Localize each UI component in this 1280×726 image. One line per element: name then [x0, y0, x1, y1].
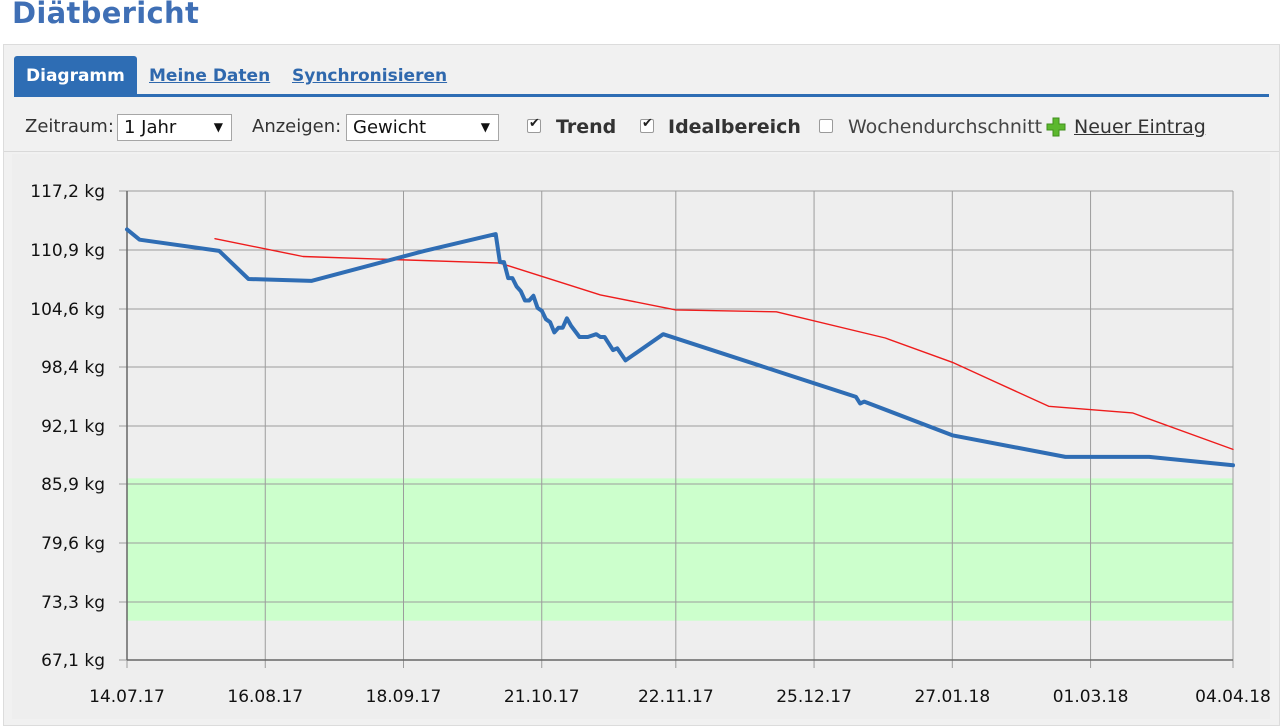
- wochendurchschnitt-checkbox[interactable]: [819, 119, 833, 133]
- trend-checkbox[interactable]: ✔: [527, 116, 541, 133]
- tab-synchronisieren[interactable]: Synchronisieren: [292, 66, 448, 86]
- new-entry-link[interactable]: Neuer Eintrag: [1074, 116, 1206, 138]
- wochendurchschnitt-label: Wochendurchschnitt: [848, 116, 1043, 138]
- y-tick-label: 67,1 kg: [41, 651, 105, 671]
- anzeigen-label: Anzeigen:: [252, 116, 342, 137]
- y-tick-label: 98,4 kg: [41, 358, 105, 378]
- page-title: Diätbericht: [12, 0, 200, 30]
- chart-axis-labels: 67,1 kg 73,3 kg 79,6 kg 85,9 kg 92,1 kg 98,4 …: [30, 182, 1271, 707]
- y-tick-label: 117,2 kg: [30, 182, 105, 202]
- x-tick-label: 27.01.18: [914, 687, 990, 707]
- ideal-range-rect: [127, 478, 1233, 621]
- tab-bar: Diagramm Meine Daten Synchronisieren: [14, 56, 1269, 97]
- zeitraum-select[interactable]: 1 Jahr ▼: [117, 114, 232, 141]
- zeitraum-label: Zeitraum:: [25, 116, 114, 137]
- trend-series-line: [214, 237, 1234, 451]
- chart-grid: [119, 190, 1234, 668]
- trend-label: Trend: [556, 116, 617, 138]
- zeitraum-value: 1 Jahr: [124, 117, 177, 138]
- dropdown-arrow-icon: ▼: [480, 120, 490, 134]
- x-tick-label: 22.11.17: [638, 687, 714, 707]
- x-tick-label: 01.03.18: [1053, 687, 1129, 707]
- checkmark-icon: ✔: [529, 116, 540, 131]
- y-tick-label: 110,9 kg: [30, 241, 105, 261]
- tab-meine-daten[interactable]: Meine Daten: [149, 66, 271, 86]
- tab-diagramm[interactable]: Diagramm: [14, 56, 137, 97]
- checkmark-icon: ✔: [642, 116, 653, 131]
- dropdown-arrow-icon: ▼: [213, 120, 223, 134]
- x-tick-label: 16.08.17: [227, 687, 303, 707]
- anzeigen-select[interactable]: Gewicht ▼: [346, 114, 499, 141]
- x-tick-label: 18.09.17: [366, 687, 442, 707]
- x-tick-label: 25.12.17: [776, 687, 852, 707]
- y-tick-label: 92,1 kg: [41, 417, 105, 437]
- y-tick-label: 85,9 kg: [41, 475, 105, 495]
- y-tick-label: 104,6 kg: [30, 300, 105, 320]
- x-tick-label: 04.04.18: [1195, 687, 1271, 707]
- chart-series: [125, 227, 1235, 468]
- idealbereich-checkbox[interactable]: ✔: [640, 116, 654, 133]
- ideal-range-band: [127, 478, 1233, 621]
- green-plus-icon[interactable]: [1046, 117, 1066, 137]
- anzeigen-value: Gewicht: [353, 117, 427, 138]
- chart-background: [12, 154, 1270, 719]
- y-tick-label: 79,6 kg: [41, 534, 105, 554]
- idealbereich-label: Idealbereich: [668, 116, 801, 138]
- y-tick-label: 73,3 kg: [41, 593, 105, 613]
- toolbar: Zeitraum: 1 Jahr ▼ Anzeigen: Gewicht ▼ ✔…: [4, 102, 1279, 152]
- weight-series-line: [125, 227, 1235, 468]
- x-tick-label: 14.07.17: [89, 687, 165, 707]
- x-tick-label: 21.10.17: [504, 687, 580, 707]
